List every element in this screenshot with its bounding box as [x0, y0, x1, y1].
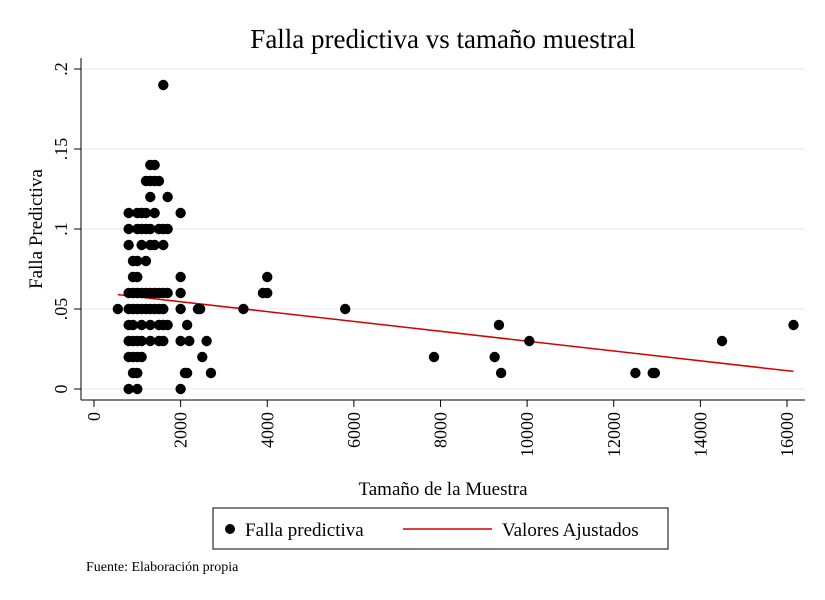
data-point — [123, 239, 134, 251]
data-point — [132, 367, 143, 379]
data-point — [145, 223, 156, 235]
x-tick-label: 16000 — [777, 412, 797, 457]
data-point — [136, 319, 147, 331]
data-point — [493, 319, 505, 331]
data-point — [149, 207, 160, 219]
data-point — [197, 351, 208, 363]
data-point — [123, 223, 134, 235]
data-point — [149, 159, 160, 171]
data-point — [716, 335, 728, 347]
data-point — [262, 271, 273, 283]
legend-label-scatter: Falla predictiva — [245, 520, 364, 541]
fitted-values-line — [117, 293, 794, 373]
data-point — [145, 335, 156, 347]
data-point — [136, 351, 147, 363]
data-point — [175, 383, 186, 395]
data-point — [158, 303, 169, 315]
data-point — [158, 79, 169, 91]
data-point — [184, 335, 195, 347]
data-point — [162, 319, 173, 331]
data-point — [127, 319, 139, 331]
data-point — [175, 287, 186, 299]
y-tick-label: .15 — [51, 138, 71, 161]
x-tick-label: 10000 — [517, 412, 537, 457]
y-axis-ticks: 0 .05 .1 .15 .2 — [51, 62, 81, 394]
x-tick-label: 14000 — [690, 412, 710, 457]
data-point — [136, 239, 147, 251]
y-axis-title: Falla Predictiva — [26, 169, 47, 289]
data-point — [140, 255, 152, 267]
x-tick-label: 4000 — [257, 412, 277, 448]
data-point — [162, 287, 173, 299]
legend: Falla predictiva Valores Ajustados — [212, 507, 669, 550]
legend-marker-scatter — [225, 524, 235, 534]
y-tick-label: .05 — [51, 298, 71, 321]
data-point — [262, 287, 273, 299]
data-point — [788, 319, 799, 331]
data-point — [205, 367, 217, 379]
data-point — [340, 303, 351, 315]
data-point — [181, 367, 193, 379]
data-point — [238, 303, 249, 315]
chart-title: Falla predictiva vs tamaño muestral — [250, 24, 635, 54]
x-tick-label: 6000 — [344, 412, 364, 448]
data-point — [194, 303, 206, 315]
data-point — [428, 351, 440, 363]
y-tick-label: .2 — [51, 62, 71, 76]
data-point — [630, 367, 641, 379]
data-point — [175, 271, 186, 283]
data-point — [158, 335, 169, 347]
data-point — [524, 335, 535, 347]
data-point — [123, 207, 134, 219]
x-axis-ticks: 0 2000 4000 6000 8000 10000 12000 14000 16000 — [84, 400, 797, 457]
y-tick-label: 0 — [51, 385, 71, 394]
data-point — [181, 319, 193, 331]
data-point — [175, 335, 186, 347]
data-point — [201, 335, 212, 347]
source-note: Fuente: Elaboración propia — [86, 560, 239, 575]
data-point — [175, 303, 186, 315]
x-tick-label: 2000 — [171, 412, 191, 448]
x-tick-label: 0 — [84, 412, 104, 421]
data-point — [145, 319, 156, 331]
fitted-line-layer — [117, 293, 794, 373]
data-point — [136, 335, 147, 347]
scatter-points — [112, 79, 799, 395]
data-point — [649, 367, 661, 379]
legend-label-line: Valores Ajustados — [502, 520, 639, 541]
data-point — [153, 175, 165, 187]
data-point — [149, 239, 160, 251]
data-point — [123, 383, 134, 395]
data-point — [175, 207, 186, 219]
data-point — [162, 223, 173, 235]
y-tick-label: .1 — [51, 222, 71, 236]
data-point — [132, 383, 143, 395]
data-point — [132, 255, 143, 267]
data-point — [489, 351, 500, 363]
data-point — [495, 367, 507, 379]
data-point — [112, 303, 124, 315]
data-point — [158, 239, 169, 251]
data-point — [145, 191, 156, 203]
data-point — [162, 191, 173, 203]
x-tick-label: 8000 — [431, 412, 451, 448]
data-point — [132, 271, 143, 283]
x-tick-label: 12000 — [604, 412, 624, 457]
x-axis-title: Tamaño de la Muestra — [358, 479, 528, 500]
data-point — [140, 207, 152, 219]
